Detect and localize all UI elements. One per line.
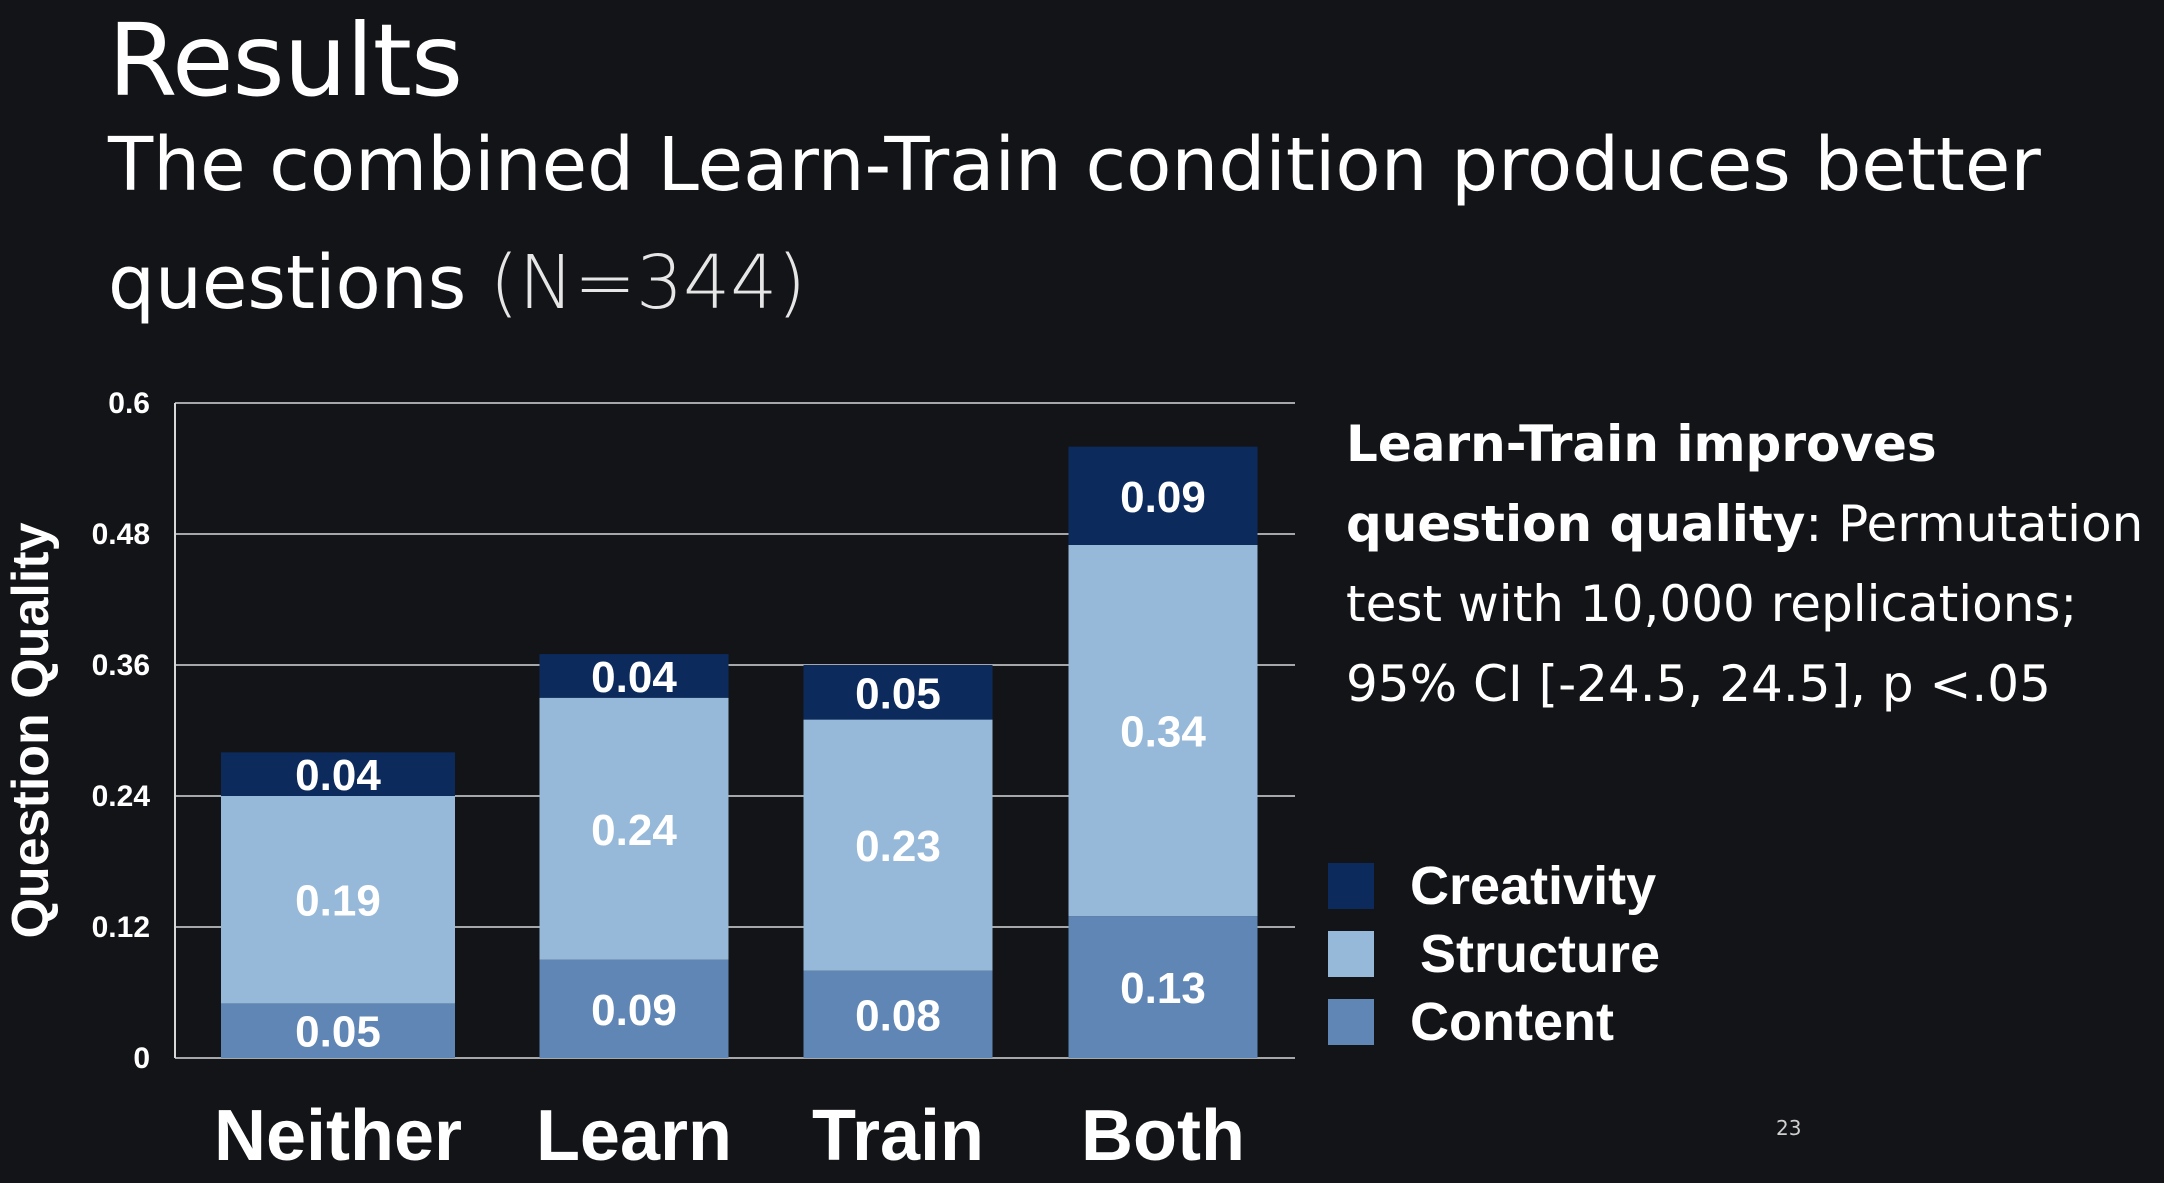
bar-segment-content-train: [803, 970, 993, 1058]
legend-label-content: Content: [1410, 992, 1614, 1052]
y-tick-label: 0.6: [108, 387, 150, 420]
result-note-rest: : Permutation test with 10,000 replicati…: [1346, 495, 2144, 713]
y-tick-label: 0: [133, 1042, 150, 1075]
y-tick-label: 0.48: [92, 518, 150, 551]
bar-segment-creativity-train: [803, 665, 993, 720]
result-note-bold: Learn-Train improves question quality: [1346, 415, 1937, 553]
page-number: 23: [1776, 1116, 1802, 1140]
bar-segment-creativity-learn: [539, 654, 729, 698]
legend-label-creativity: Creativity: [1410, 856, 1657, 916]
bar-segment-creativity-both: [1068, 446, 1258, 545]
axes: 0 0.12 0.24 0.36 0.48 0.6 Neither Learn Train Bot…: [92, 387, 1245, 1176]
data-label-content-train: 0.08: [855, 991, 941, 1040]
bar-segment-structure-train: [803, 719, 993, 971]
data-label-structure-neither: 0.19: [295, 877, 381, 926]
result-note: Learn-Train improves question quality: P…: [1346, 404, 2164, 724]
x-category-label-both: Both: [1081, 1096, 1245, 1176]
subtitle-main-text: The combined Learn-Train condition produ…: [108, 122, 2041, 326]
data-label-creativity-learn: 0.04: [591, 653, 677, 702]
data-label-content-both: 0.13: [1120, 964, 1206, 1013]
slide-subtitle: The combined Learn-Train condition produ…: [108, 106, 2108, 342]
data-labels: 0.05 0.19 0.04 0.09 0.24 0.04 0.08 0.23 0.05 0.13…: [295, 473, 1206, 1057]
data-label-content-learn: 0.09: [591, 986, 677, 1035]
bar-segment-creativity-neither: [221, 752, 455, 796]
bar-segment-structure-neither: [221, 796, 455, 1004]
legend-swatch-content: [1328, 999, 1374, 1045]
bar-segment-content-learn: [539, 959, 729, 1058]
sample-size: (N=344): [489, 240, 807, 326]
y-tick-label: 0.36: [92, 649, 150, 682]
data-label-structure-train: 0.23: [855, 822, 941, 871]
x-category-label-neither: Neither: [214, 1096, 462, 1176]
slide-title: Results: [108, 2, 463, 119]
legend-item-structure: Structure: [1328, 920, 1660, 988]
x-category-label-learn: Learn: [536, 1096, 732, 1176]
data-label-creativity-neither: 0.04: [295, 751, 381, 800]
legend-label-structure: Structure: [1420, 924, 1661, 984]
bar-segment-structure-both: [1068, 544, 1258, 917]
data-label-creativity-both: 0.09: [1120, 473, 1206, 522]
bar-segment-content-neither: [221, 1003, 455, 1058]
y-tick-label: 0.24: [92, 780, 151, 813]
legend-item-content: Content: [1328, 988, 1660, 1056]
data-label-creativity-train: 0.05: [855, 669, 941, 718]
bar-segment-content-both: [1068, 916, 1258, 1058]
data-label-content-neither: 0.05: [295, 1008, 381, 1057]
legend-swatch-creativity: [1328, 863, 1374, 909]
legend-swatch-structure: [1328, 931, 1374, 977]
data-label-structure-both: 0.34: [1120, 708, 1206, 757]
data-label-structure-learn: 0.24: [591, 806, 677, 855]
bars: [221, 446, 1258, 1058]
y-tick-label: 0.12: [92, 911, 150, 944]
legend-item-creativity: Creativity: [1328, 852, 1660, 920]
y-axis-label: Question Quality: [2, 522, 60, 938]
bar-segment-structure-learn: [539, 697, 729, 960]
x-category-label-train: Train: [812, 1096, 984, 1176]
stacked-bar-chart: 0 0.12 0.24 0.36 0.48 0.6 Neither Learn Train Bot…: [2, 387, 1295, 1176]
legend: Creativity Structure Content: [1328, 852, 1660, 1056]
